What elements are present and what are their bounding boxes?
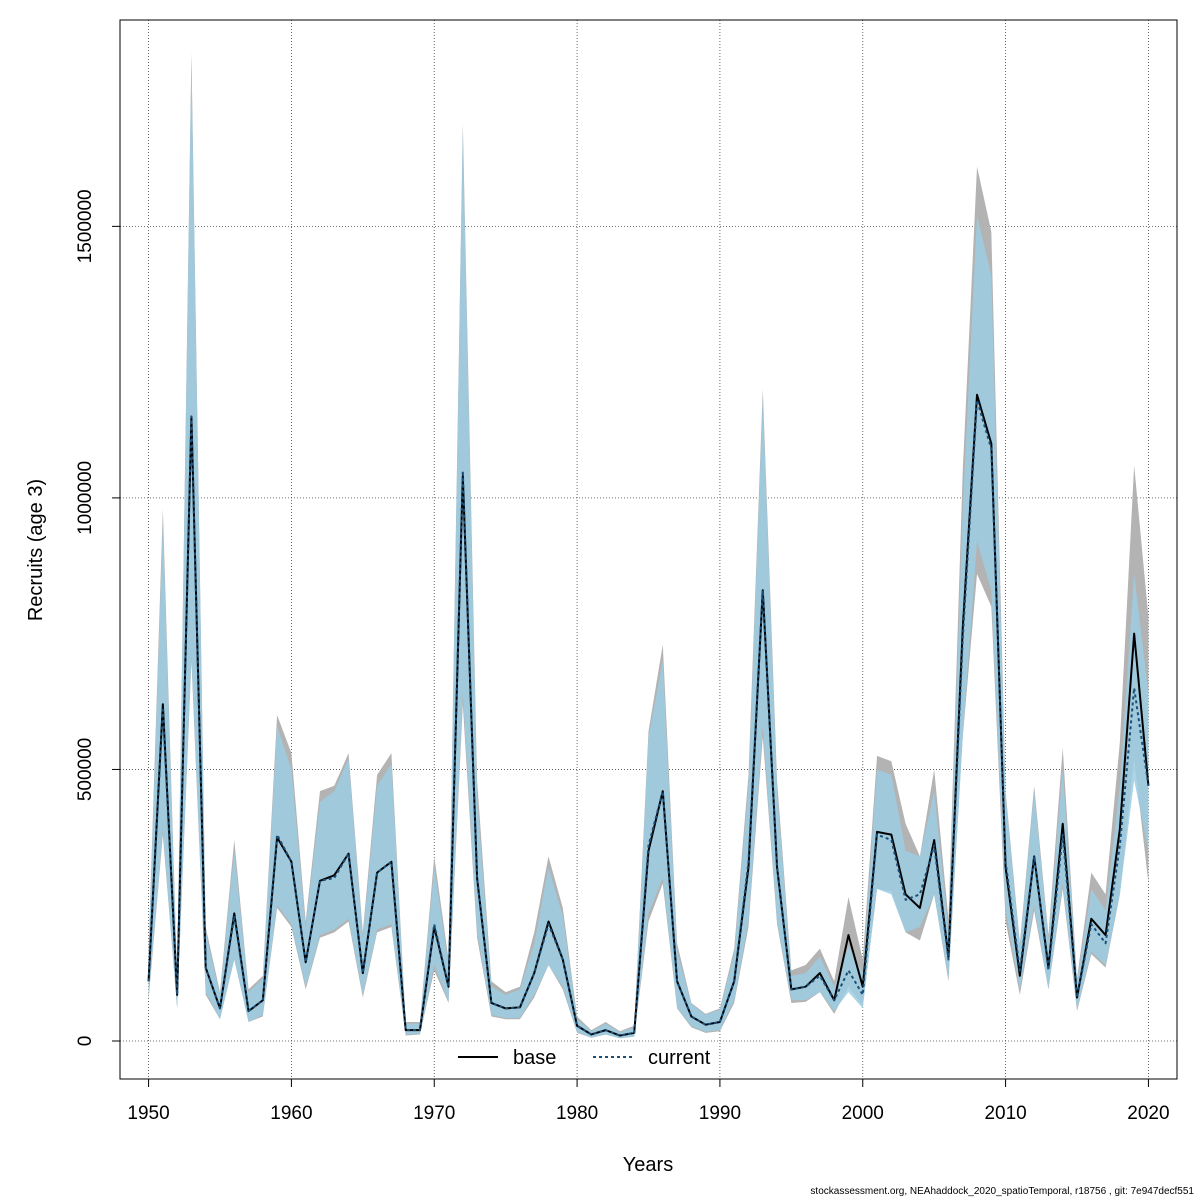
x-tick-label: 1970: [413, 1103, 455, 1124]
footer-note: stockassessment.org, NEAhaddock_2020_spa…: [810, 1186, 1194, 1197]
y-tick-label: 1500000: [75, 189, 96, 263]
x-tick-label: 2010: [984, 1103, 1026, 1124]
legend-label-base: base: [513, 1047, 556, 1069]
line-current: [147, 399, 1150, 1037]
axes: 1950 1960 1970 1980 1990 2000 2010 2020 0 500000 1…: [75, 189, 1170, 1124]
legend-label-current: current: [648, 1047, 711, 1069]
legend: base current: [458, 1047, 711, 1069]
y-tick-label: 0: [75, 1036, 96, 1047]
x-tick-label: 1980: [556, 1103, 598, 1124]
band-current: [148, 63, 1149, 1039]
y-tick-label: 500000: [75, 738, 96, 801]
x-axis-title: Years: [623, 1154, 673, 1176]
series-lines: [147, 393, 1150, 1037]
x-tick-label: 1960: [270, 1103, 312, 1124]
x-tick-label: 1950: [127, 1103, 169, 1124]
x-tick-label: 2000: [842, 1103, 884, 1124]
x-tick-label: 2020: [1127, 1103, 1169, 1124]
y-axis-title: Recruits (age 3): [25, 479, 47, 621]
x-tick-label: 1990: [699, 1103, 741, 1124]
y-tick-label: 1000000: [75, 461, 96, 535]
confidence-bands: [148, 52, 1149, 1039]
